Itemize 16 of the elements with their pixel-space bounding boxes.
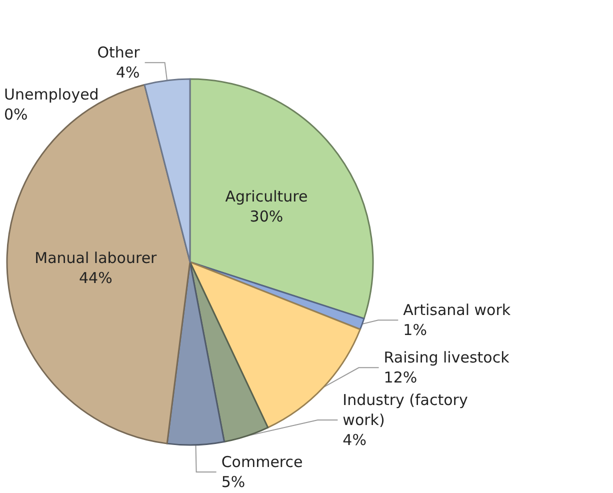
slice-label: Manual labourer: [34, 248, 158, 267]
data-label: 5%: [221, 473, 246, 491]
slice-label: Commerce: [221, 453, 303, 471]
data-label: 4%: [116, 64, 140, 82]
slice-label: Raising livestock: [384, 348, 510, 367]
data-label: 4%: [342, 431, 366, 449]
slice-label: Artisanal work: [403, 301, 511, 320]
data-label: 1%: [403, 321, 427, 340]
data-label: 12%: [384, 368, 418, 387]
data-label: 30%: [250, 207, 284, 226]
data-label: 44%: [79, 268, 112, 287]
slice-label: Other: [97, 44, 141, 62]
slice-label: Agriculture: [225, 187, 308, 206]
category-label: Unemployed: [4, 86, 99, 104]
text: 0%: [4, 106, 28, 124]
slice-label: Industry (factory work): [342, 391, 473, 429]
